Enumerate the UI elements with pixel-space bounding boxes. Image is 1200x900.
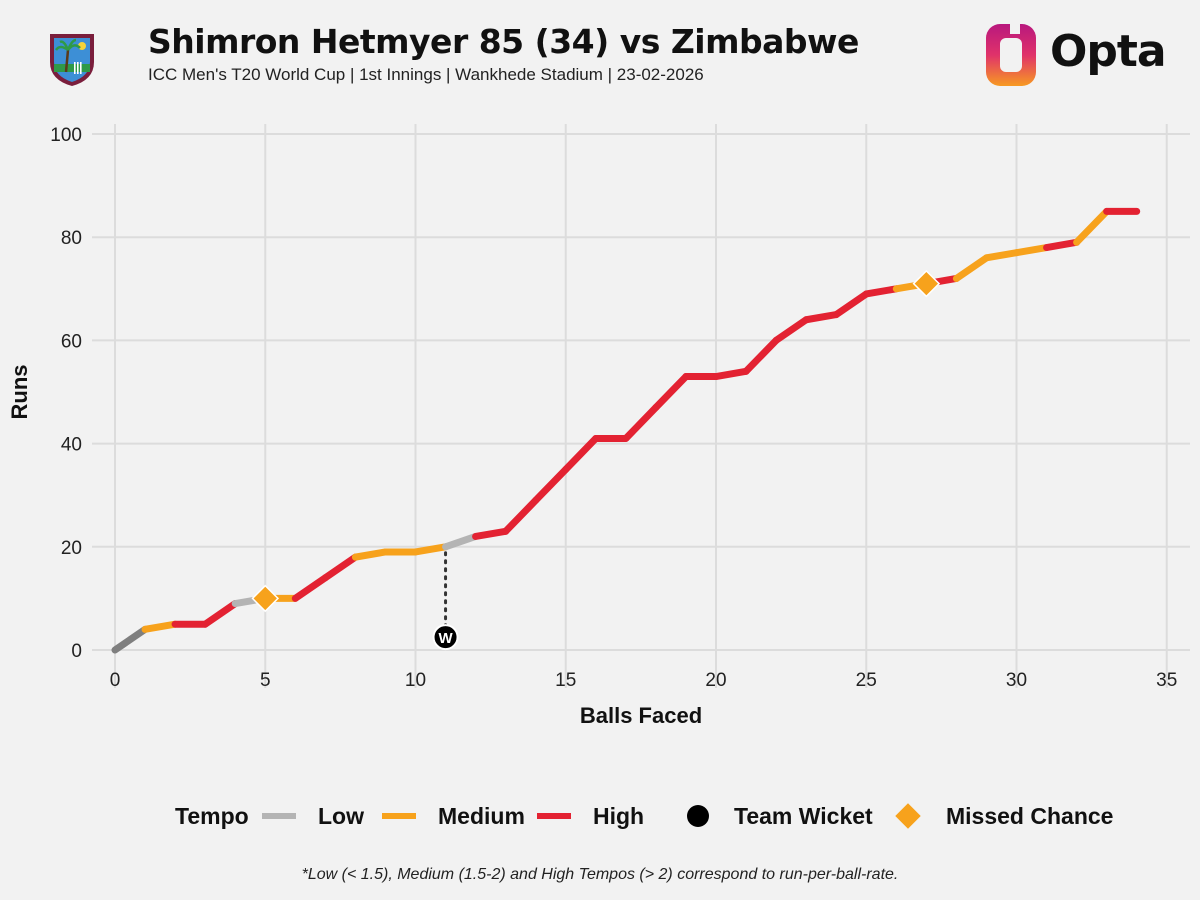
runs-segment-low — [442, 532, 480, 551]
team-wicket-marker — [432, 624, 459, 651]
legend-missed-chance: Missed Chance — [894, 796, 1113, 836]
legend-high: High — [535, 796, 644, 836]
y-tick-label: 100 — [50, 125, 82, 146]
x-axis-label: Balls Faced — [580, 703, 702, 728]
runs-segment-high — [712, 367, 750, 381]
x-tick-label: 20 — [705, 670, 726, 691]
y-tick-label: 60 — [61, 331, 82, 352]
wicket-marker-label: W — [438, 630, 453, 647]
x-tick-label: 15 — [555, 670, 576, 691]
legend-low-swatch — [262, 813, 296, 819]
legend-high-label: High — [593, 802, 645, 829]
legend-medium-swatch — [382, 813, 416, 819]
missed-chance-marker — [912, 269, 941, 298]
runs-segment-medium — [412, 543, 450, 556]
y-tick-label: 40 — [61, 435, 82, 456]
x-tick-label: 35 — [1156, 670, 1177, 691]
x-tick-label: 5 — [260, 670, 271, 691]
runs-segment-high — [532, 465, 570, 504]
runs-segment-medium — [982, 249, 1020, 262]
runs-worm-chart: 0 20 40 60 80 100 0 5 10 15 20 25 30 35 W Balls Faced… — [7, 124, 1190, 728]
x-tick-label: 0 — [110, 670, 121, 691]
runs-segment-medium — [1013, 244, 1051, 257]
chart-title: Shimron Hetmyer 85 (34) vs Zimbabwe — [148, 22, 859, 61]
legend-team-wicket: Team Wicket — [686, 796, 873, 836]
runs-segment-high — [622, 403, 660, 442]
legend-low-label: Low — [318, 802, 364, 829]
runs-segment-high — [742, 336, 780, 375]
runs-segment-high — [832, 290, 870, 319]
x-tick-label: 30 — [1006, 670, 1027, 691]
runs-segment-high — [472, 527, 510, 540]
west-indies-logo — [50, 34, 94, 86]
runs-segment-high — [502, 496, 540, 535]
runs-segment-high — [862, 285, 900, 298]
runs-segment-high — [291, 574, 329, 602]
runs-segment-medium — [141, 620, 179, 633]
legend-high-swatch — [537, 813, 571, 819]
missed-chance-marker — [251, 584, 280, 613]
opta-logo-icon — [986, 20, 1036, 86]
y-tick-label: 20 — [61, 538, 82, 559]
runs-segment-medium — [1073, 207, 1111, 246]
y-axis-label: Runs — [7, 365, 32, 420]
legend-missed-label: Missed Chance — [946, 802, 1114, 829]
runs-segment-medium — [111, 625, 149, 654]
runs-segment-high — [802, 311, 840, 324]
x-tick-label: 10 — [405, 670, 426, 691]
legend-medium: Medium — [380, 796, 525, 836]
runs-segment-high — [562, 434, 600, 473]
runs-segment-high — [772, 316, 810, 344]
runs-segment-medium — [952, 254, 990, 282]
y-tick-label: 0 — [71, 641, 82, 662]
runs-segment-high — [1043, 238, 1081, 252]
legend-tempo-title: Tempo — [175, 802, 249, 829]
chart-subtitle: ICC Men's T20 World Cup | 1st Innings | … — [148, 65, 704, 84]
runs-segment-high — [321, 553, 359, 582]
runs-segment-high — [652, 373, 690, 411]
legend-low: Low — [260, 796, 364, 836]
brand-name: Opta — [1050, 26, 1167, 77]
legend-medium-label: Medium — [438, 802, 525, 829]
y-tick-label: 80 — [61, 228, 82, 249]
team-wicket-icon — [687, 805, 709, 827]
missed-chance-icon — [895, 803, 921, 829]
legend: Tempo Low Medium High Team Wicket Missed… — [0, 796, 1200, 836]
footnote: *Low (< 1.5), Medium (1.5-2) and High Te… — [301, 866, 899, 883]
runs-segment-high — [201, 600, 239, 628]
legend-wicket-label: Team Wicket — [734, 802, 873, 829]
x-tick-label: 25 — [856, 670, 877, 691]
runs-segment-medium — [351, 548, 389, 561]
